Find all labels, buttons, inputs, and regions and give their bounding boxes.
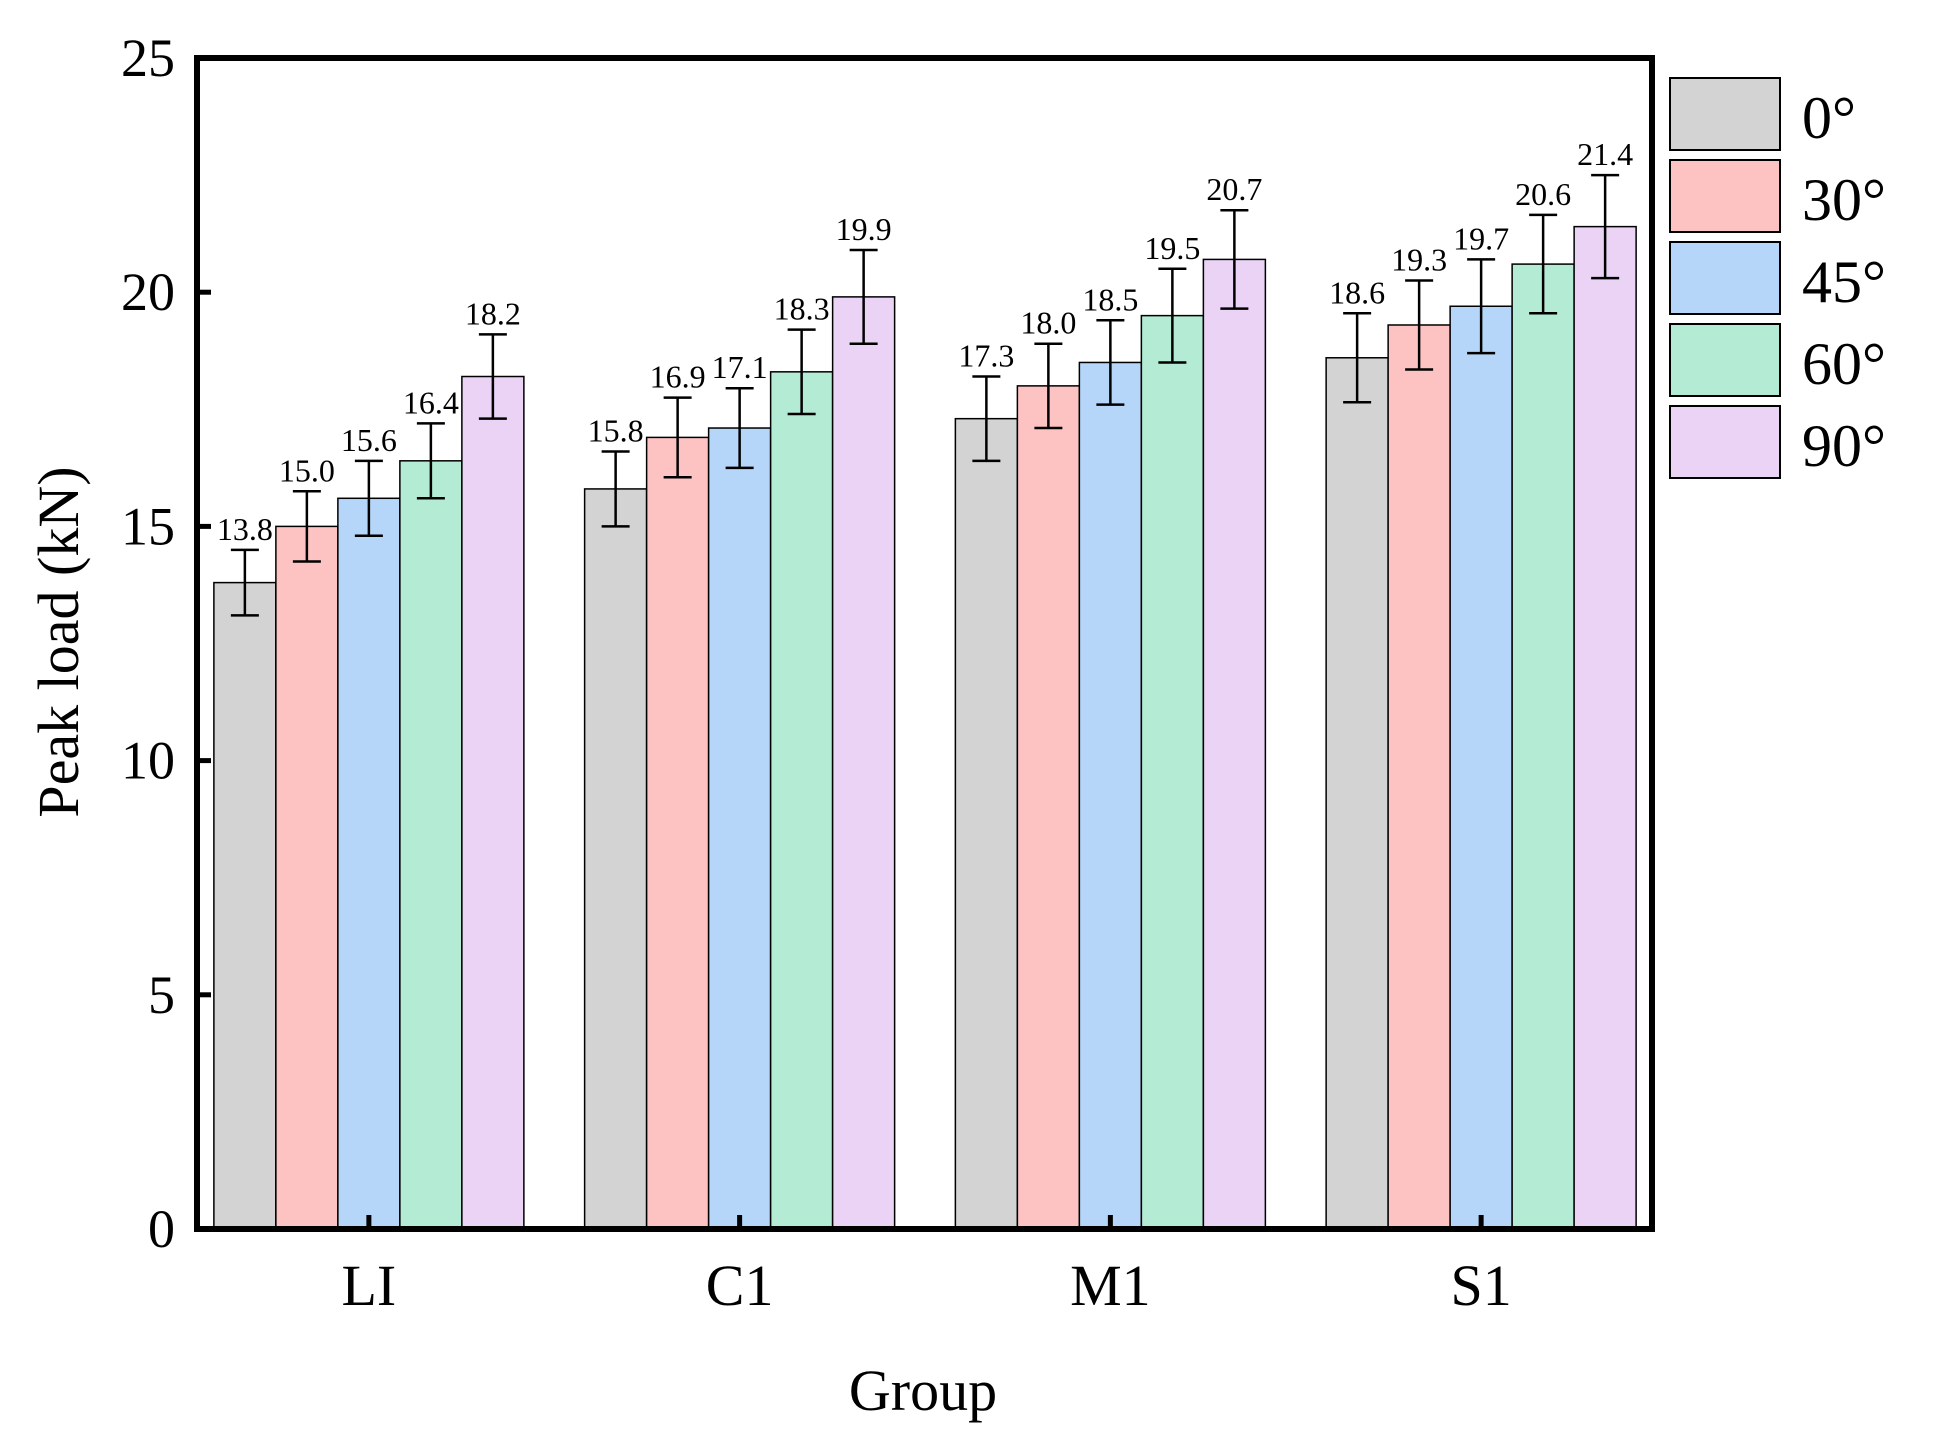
data-label: 15.6 bbox=[341, 422, 397, 458]
y-tick-label: 20 bbox=[121, 262, 175, 322]
y-tick-label: 10 bbox=[121, 731, 175, 791]
bar-S1-0 bbox=[1325, 357, 1389, 1230]
data-label: 15.0 bbox=[279, 452, 335, 488]
error-bar bbox=[1343, 312, 1372, 404]
plot-area: 13.8 15.8 17.3 18.6 15.0 16.9 18.0 19.3 15.6 17.1… bbox=[213, 136, 1637, 1230]
legend-label: 45° bbox=[1802, 249, 1886, 315]
y-tick-label: 25 bbox=[121, 28, 175, 88]
x-tick-label-S1: S1 bbox=[1450, 1253, 1511, 1318]
error-bar bbox=[1096, 319, 1125, 406]
legend-swatch-2 bbox=[1669, 241, 1781, 315]
bar-M1-1 bbox=[1016, 385, 1081, 1230]
bar-LI-1 bbox=[275, 525, 339, 1230]
bar-C1-4 bbox=[831, 296, 896, 1230]
error-bar bbox=[416, 422, 445, 500]
bar-C1-3 bbox=[769, 371, 834, 1230]
data-label: 15.8 bbox=[588, 412, 644, 448]
data-label: 18.3 bbox=[774, 291, 830, 327]
error-bar bbox=[1591, 173, 1620, 280]
x-axis-title: Group bbox=[849, 1358, 997, 1423]
y-tick-label: 5 bbox=[148, 965, 175, 1025]
error-bar bbox=[1405, 279, 1434, 371]
error-bar bbox=[1158, 267, 1187, 364]
bar-C1-2 bbox=[707, 427, 772, 1230]
error-bar bbox=[1220, 208, 1249, 310]
error-bar bbox=[230, 548, 259, 617]
data-label: 18.5 bbox=[1082, 281, 1138, 317]
data-label: 20.7 bbox=[1206, 171, 1262, 207]
bar-S1-4 bbox=[1573, 225, 1637, 1230]
data-label: 17.3 bbox=[958, 338, 1014, 374]
data-label: 19.3 bbox=[1391, 241, 1447, 277]
error-bar bbox=[1529, 213, 1558, 315]
x-tick-label-C1: C1 bbox=[706, 1253, 774, 1318]
bar-M1-4 bbox=[1202, 258, 1267, 1230]
data-label: 16.4 bbox=[403, 384, 459, 420]
bar-M1-3 bbox=[1140, 314, 1205, 1230]
legend-swatch-4 bbox=[1669, 405, 1781, 479]
error-bar bbox=[1467, 258, 1496, 355]
bar-M1-2 bbox=[1078, 361, 1143, 1230]
bar-LI-0 bbox=[213, 581, 277, 1230]
data-label: 16.9 bbox=[650, 359, 706, 395]
x-tick-label-M1: M1 bbox=[1070, 1253, 1151, 1318]
data-label: 17.1 bbox=[712, 349, 768, 385]
bar-C1-1 bbox=[645, 436, 710, 1230]
error-bar bbox=[292, 490, 321, 563]
y-tick-label: 15 bbox=[121, 496, 175, 556]
legend-label: 30° bbox=[1802, 167, 1886, 233]
error-bar bbox=[849, 248, 878, 345]
bar-S1-3 bbox=[1511, 263, 1575, 1230]
legend-swatch-3 bbox=[1669, 323, 1781, 397]
data-label: 13.8 bbox=[217, 511, 273, 547]
error-bar bbox=[972, 375, 1001, 463]
legend-label: 90° bbox=[1802, 413, 1886, 479]
data-label: 19.5 bbox=[1144, 230, 1200, 266]
bar-LI-2 bbox=[337, 497, 401, 1230]
bar-M1-0 bbox=[954, 417, 1019, 1230]
bar-S1-2 bbox=[1449, 305, 1513, 1230]
legend: 0° 30° 45° 60° 90° bbox=[1669, 77, 1886, 479]
legend-swatch-1 bbox=[1669, 159, 1781, 233]
axes: 0 5 10 15 20 25 LI C1 M1 S1 bbox=[121, 28, 1655, 1318]
legend-swatch-0 bbox=[1669, 77, 1781, 151]
legend-label: 0° bbox=[1802, 85, 1856, 151]
data-label: 18.2 bbox=[465, 295, 521, 331]
error-bar bbox=[354, 459, 383, 538]
data-label: 21.4 bbox=[1577, 136, 1633, 172]
error-bar bbox=[601, 450, 630, 528]
error-bar bbox=[478, 333, 507, 420]
bar-S1-1 bbox=[1387, 324, 1451, 1230]
data-label: 20.6 bbox=[1515, 176, 1571, 212]
plot-frame bbox=[194, 55, 1655, 1232]
legend-label: 60° bbox=[1802, 331, 1886, 397]
bar-LI-3 bbox=[399, 460, 463, 1230]
error-bar bbox=[1034, 342, 1063, 430]
data-label: 19.9 bbox=[836, 211, 892, 247]
data-label: 19.7 bbox=[1453, 220, 1509, 256]
error-bar bbox=[787, 328, 816, 416]
x-tick-label-LI: LI bbox=[342, 1253, 397, 1318]
data-label: 18.6 bbox=[1329, 274, 1385, 310]
error-bar bbox=[663, 396, 692, 479]
y-axis-title: Peak load (kN) bbox=[26, 466, 91, 817]
y-tick-label: 0 bbox=[148, 1199, 175, 1259]
bar-LI-4 bbox=[461, 375, 525, 1230]
bar-C1-0 bbox=[583, 488, 648, 1230]
error-bar bbox=[725, 386, 754, 470]
data-label: 18.0 bbox=[1020, 305, 1076, 341]
